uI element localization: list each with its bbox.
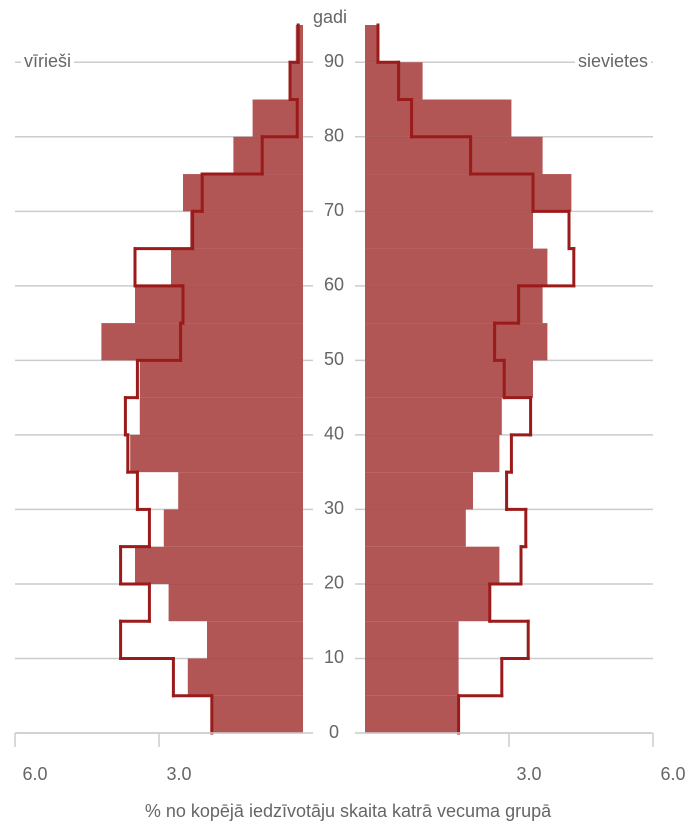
y-tick-label: 30 (324, 498, 344, 518)
bar (135, 546, 303, 584)
y-tick-label: 40 (324, 424, 344, 444)
bar (365, 323, 548, 361)
bar (252, 99, 303, 137)
bar (190, 211, 303, 249)
bar (365, 621, 459, 659)
bar (139, 397, 303, 435)
bar (365, 211, 533, 249)
bar (365, 434, 500, 473)
bar (365, 248, 548, 286)
series-label: sievietes (578, 51, 648, 71)
y-tick-label: 0 (329, 722, 339, 742)
bar (365, 174, 572, 212)
bar (365, 472, 473, 510)
y-tick-label: 70 (324, 200, 344, 220)
bar (139, 360, 303, 398)
y-tick-label: 60 (324, 275, 344, 295)
y-tick-label: 20 (324, 573, 344, 593)
bar (233, 136, 303, 175)
label-background (21, 51, 75, 72)
bar (171, 248, 303, 286)
bar (178, 472, 303, 510)
y-tick-label: 50 (324, 349, 344, 369)
bar (187, 658, 303, 696)
bar (365, 285, 543, 324)
bar (365, 583, 490, 622)
x-axis-label: % no kopējā iedzīvotāju skaita katrā vec… (145, 801, 552, 821)
bar (135, 285, 303, 324)
series-label: vīrieši (24, 51, 71, 71)
bar (365, 136, 543, 175)
bar (211, 695, 303, 733)
bar (365, 25, 378, 63)
x-tick-label: 6.0 (22, 764, 47, 784)
bar (163, 509, 303, 547)
x-tick-label: 3.0 (166, 764, 191, 784)
bar (365, 658, 459, 696)
bar (207, 621, 303, 659)
bar (288, 62, 303, 100)
y-tick-label: 10 (324, 647, 344, 667)
bar (130, 434, 303, 473)
bar (365, 62, 423, 100)
label-background (574, 51, 651, 72)
bar (365, 99, 512, 137)
bar (365, 360, 533, 398)
bar (168, 583, 303, 622)
y-axis-label: gadi (313, 7, 347, 27)
x-tick-label: 3.0 (516, 764, 541, 784)
x-tick-label: 6.0 (660, 764, 685, 784)
bar (365, 509, 466, 547)
y-tick-label: 90 (324, 51, 344, 71)
y-tick-label: 80 (324, 126, 344, 146)
bar (101, 323, 304, 361)
bar (365, 546, 500, 584)
bar (365, 397, 502, 435)
bar (365, 695, 459, 733)
